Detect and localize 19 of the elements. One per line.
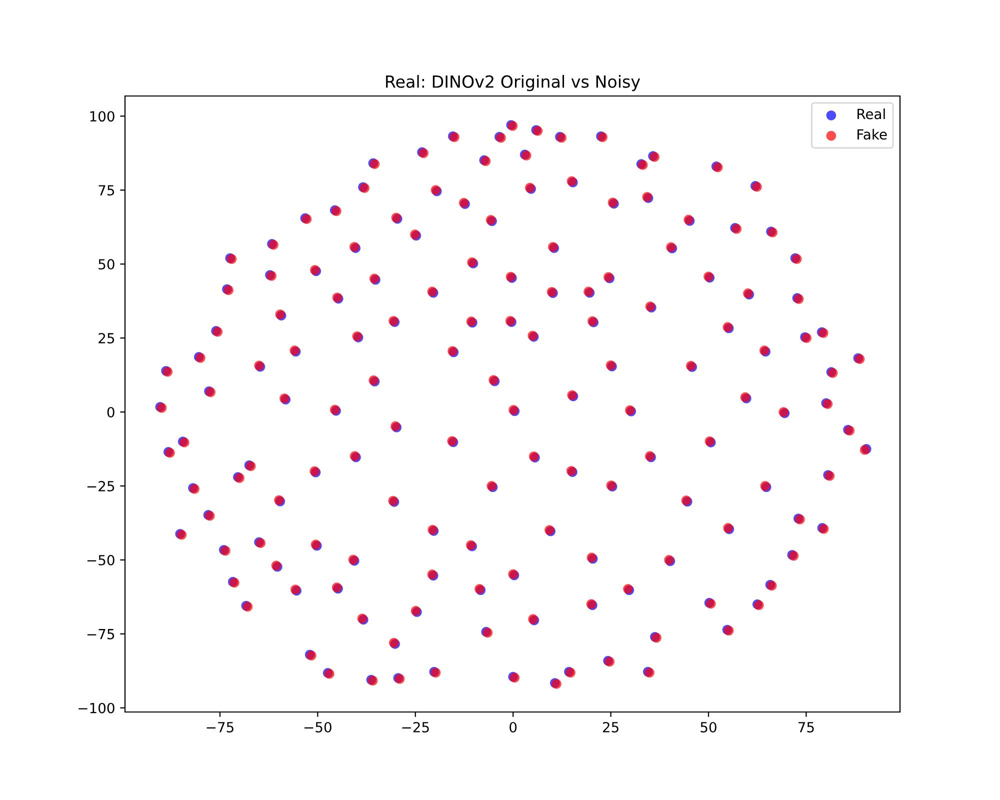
x-tick-label: 50 bbox=[700, 722, 716, 732]
chart-title: Real: DINOv2 Original vs Noisy bbox=[386, 75, 640, 92]
legend-label: Real bbox=[858, 108, 885, 120]
y-tick-label: −50 bbox=[87, 554, 114, 566]
y-tick-label: 0 bbox=[107, 406, 114, 418]
x-tick-label: −50 bbox=[304, 722, 332, 732]
y-tick-label: 100 bbox=[90, 111, 114, 122]
y-tick-label: −75 bbox=[87, 629, 114, 640]
x-tick-label: 25 bbox=[602, 722, 618, 732]
legend-label: Fake bbox=[858, 128, 887, 140]
y-tick-label: 75 bbox=[98, 185, 114, 196]
x-tick-label: −75 bbox=[206, 722, 234, 732]
y-tick-label: −25 bbox=[87, 480, 114, 492]
y-tick-label: −100 bbox=[78, 702, 114, 714]
y-tick-label: 50 bbox=[98, 259, 114, 270]
x-tick-label: −25 bbox=[402, 722, 429, 732]
x-tick-label: 75 bbox=[798, 722, 814, 732]
x-tick-label: 0 bbox=[510, 722, 517, 732]
y-tick-label: 25 bbox=[98, 332, 114, 344]
